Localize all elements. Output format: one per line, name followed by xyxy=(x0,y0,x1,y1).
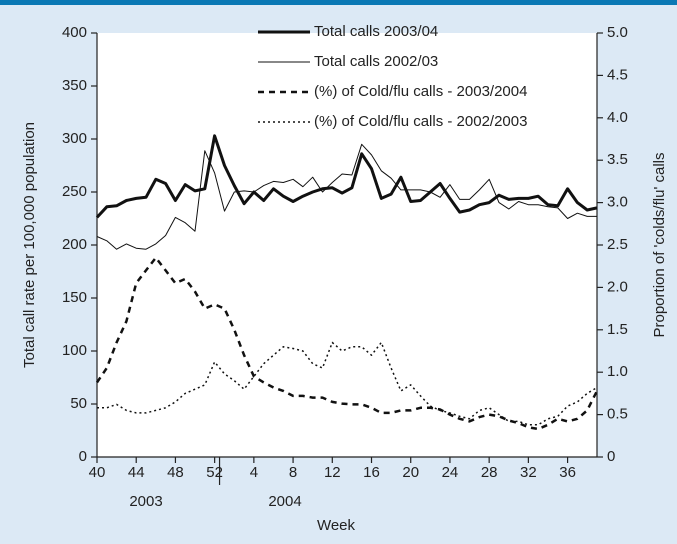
x-tick-label: 48 xyxy=(167,464,184,481)
x-tick-label: 28 xyxy=(481,464,498,481)
x-tick-label: 32 xyxy=(520,464,537,481)
legend-label: Total calls 2002/03 xyxy=(314,53,438,70)
x-tick-label: 16 xyxy=(363,464,380,481)
y-tick-label: 300 xyxy=(62,130,87,147)
y-tick-label: 400 xyxy=(62,24,87,41)
top-strip xyxy=(0,0,677,5)
x-tick-label: 4 xyxy=(250,464,258,481)
y-tick-label: 350 xyxy=(62,77,87,94)
x-axis-title: Week xyxy=(317,517,356,534)
series-line xyxy=(95,256,599,431)
year-label: 2004 xyxy=(268,493,301,510)
x-tick-label: 24 xyxy=(442,464,459,481)
y-tick-label: 250 xyxy=(62,183,87,200)
x-tick-label: 12 xyxy=(324,464,341,481)
y2-tick-label: 4.0 xyxy=(607,109,628,126)
legend-label: (%) of Cold/flu calls - 2002/2003 xyxy=(314,113,527,130)
x-tick-label: 20 xyxy=(402,464,419,481)
y2-tick-label: 2.5 xyxy=(607,236,628,253)
x-tick-label: 52 xyxy=(206,464,223,481)
y2-tick-label: 5.0 xyxy=(607,24,628,41)
y2-tick-label: 1.5 xyxy=(607,321,628,338)
y-tick-label: 0 xyxy=(79,448,87,465)
y2-tick-label: 0 xyxy=(607,448,615,465)
x-tick-label: 8 xyxy=(289,464,297,481)
x-tick-label: 40 xyxy=(89,464,106,481)
y2-tick-label: 0.5 xyxy=(607,406,628,423)
legend-label: Total calls 2003/04 xyxy=(314,23,438,40)
x-tick-label: 44 xyxy=(128,464,145,481)
y2-tick-label: 1.0 xyxy=(607,363,628,380)
y-tick-label: 50 xyxy=(70,395,87,412)
y2-axis-title: Proportion of 'colds/flu' calls xyxy=(651,153,668,338)
y-tick-label: 100 xyxy=(62,342,87,359)
series-line xyxy=(95,134,598,219)
y2-tick-label: 3.5 xyxy=(607,151,628,168)
y-axis-title: Total call rate per 100,000 population xyxy=(21,122,38,368)
year-label: 2003 xyxy=(129,493,162,510)
y2-tick-label: 2.0 xyxy=(607,278,628,295)
plot-area xyxy=(97,33,597,457)
series-line xyxy=(96,143,597,250)
y2-tick-label: 4.5 xyxy=(607,66,628,83)
y-tick-label: 200 xyxy=(62,236,87,253)
y-tick-label: 150 xyxy=(62,289,87,306)
legend-label: (%) of Cold/flu calls - 2003/2004 xyxy=(314,83,527,100)
y2-tick-label: 3.0 xyxy=(607,194,628,211)
x-tick-label: 36 xyxy=(559,464,576,481)
